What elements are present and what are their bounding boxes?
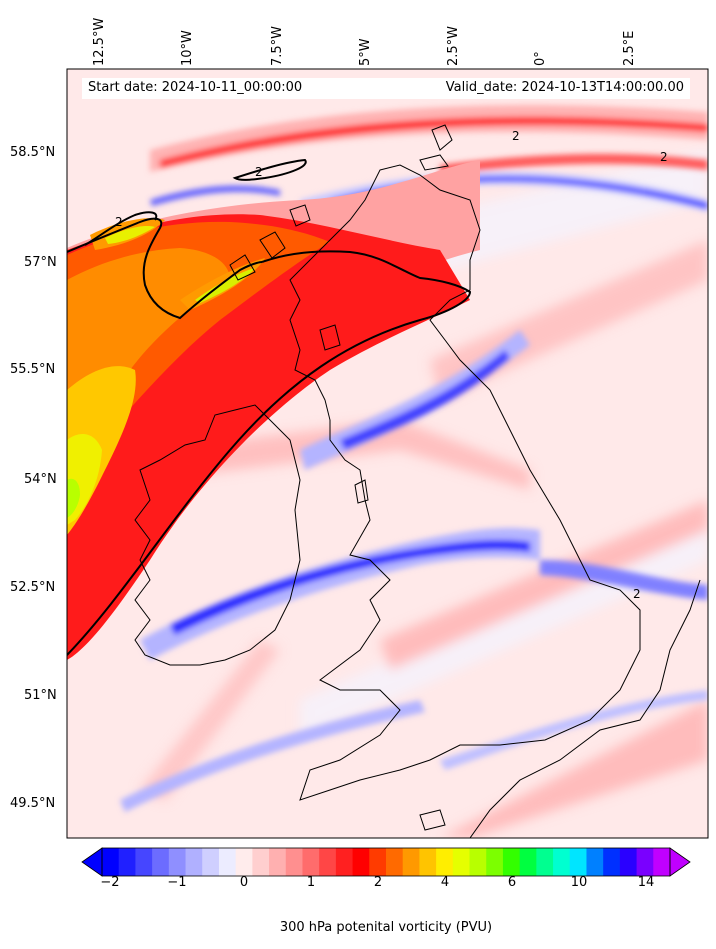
latitude-label: 52.5°N bbox=[10, 580, 56, 595]
colorbar-cell bbox=[519, 848, 537, 876]
colorbar-cell bbox=[135, 848, 153, 876]
colorbar-max-extension bbox=[669, 847, 691, 877]
contour-label: 2 bbox=[115, 215, 123, 229]
latitude-label: 49.5°N bbox=[10, 796, 56, 811]
colorbar-cell bbox=[118, 848, 136, 876]
coastlines bbox=[134, 124, 701, 838]
colorbar-tick-label: 6 bbox=[507, 875, 517, 890]
colorbar-cell bbox=[536, 848, 554, 876]
latitude-label: 54°N bbox=[24, 472, 57, 487]
colorbar-cell bbox=[636, 848, 654, 876]
contour-label: 2 bbox=[255, 165, 263, 179]
longitude-label: 10°W bbox=[180, 30, 195, 66]
contour-label: 2 bbox=[512, 129, 520, 143]
colorbar-cell bbox=[185, 848, 203, 876]
colorbar-cell bbox=[352, 848, 370, 876]
colorbar-cell bbox=[402, 848, 420, 876]
colorbar-min-extension bbox=[81, 847, 103, 877]
date-header: Start date: 2024-10-11_00:00:00 Valid_da… bbox=[82, 78, 690, 99]
colorbar-cell bbox=[486, 848, 504, 876]
colorbar-cell bbox=[102, 848, 120, 876]
colorbar-tick-label: 1 bbox=[306, 875, 316, 890]
colorbar-cell bbox=[269, 848, 287, 876]
colorbar-cell bbox=[202, 848, 220, 876]
colorbar-tick-label: 2 bbox=[373, 875, 383, 890]
colorbar-tick-label: −1 bbox=[167, 875, 187, 890]
longitude-label: 7.5°W bbox=[270, 25, 285, 66]
colorbar-tick-label: −2 bbox=[100, 875, 120, 890]
colorbar-cell bbox=[386, 848, 404, 876]
longitude-label: 2.5°E bbox=[622, 30, 637, 66]
colorbar-tick-label: 0 bbox=[239, 875, 249, 890]
colorbar-cell bbox=[235, 848, 253, 876]
longitude-label: 2.5°W bbox=[446, 25, 461, 66]
latitude-label: 58.5°N bbox=[10, 145, 56, 160]
colorbar-title: 300 hPa potenital vorticity (PVU) bbox=[279, 920, 493, 935]
colorbar-cell bbox=[452, 848, 471, 876]
longitude-label: 5°W bbox=[358, 38, 373, 66]
colorbar-cell bbox=[502, 848, 521, 876]
colorbar-cell bbox=[419, 848, 437, 876]
colorbar-tick-label: 10 bbox=[570, 875, 588, 890]
colorbar-cell bbox=[369, 848, 387, 876]
colorbar bbox=[81, 847, 691, 877]
colorbar-cell bbox=[302, 848, 320, 876]
latitude-label: 51°N bbox=[24, 688, 57, 703]
colorbar-cell bbox=[252, 848, 270, 876]
colorbar-cell bbox=[168, 848, 187, 876]
colorbar-cell bbox=[586, 848, 604, 876]
valid-date-label: Valid_date: 2024-10-13T14:00:00.00 bbox=[445, 80, 684, 95]
longitude-label: 0° bbox=[533, 51, 548, 66]
pv-2-contour bbox=[67, 158, 472, 656]
longitude-label: 12.5°W bbox=[92, 17, 107, 66]
colorbar-cell bbox=[553, 848, 571, 876]
colorbar-cell bbox=[436, 848, 454, 876]
colorbar-cell bbox=[469, 848, 487, 876]
colorbar-tick-label: 4 bbox=[440, 875, 450, 890]
colorbar-cell bbox=[335, 848, 354, 876]
latitude-label: 55.5°N bbox=[10, 362, 56, 377]
colorbar-cell bbox=[319, 848, 337, 876]
map-frame bbox=[66, 68, 709, 839]
colorbar-tick-label: 14 bbox=[637, 875, 655, 890]
contour-label: 2 bbox=[633, 587, 641, 601]
colorbar-cell bbox=[653, 848, 671, 876]
contour-label: 2 bbox=[660, 150, 668, 164]
colorbar-cell bbox=[285, 848, 303, 876]
pv-field bbox=[67, 69, 708, 838]
colorbar-cell bbox=[603, 848, 621, 876]
colorbar-cell bbox=[152, 848, 170, 876]
latitude-label: 57°N bbox=[24, 255, 57, 270]
colorbar-cell bbox=[569, 848, 587, 876]
colorbar-cell bbox=[619, 848, 638, 876]
colorbar-cell bbox=[218, 848, 237, 876]
start-date-label: Start date: 2024-10-11_00:00:00 bbox=[88, 80, 303, 95]
